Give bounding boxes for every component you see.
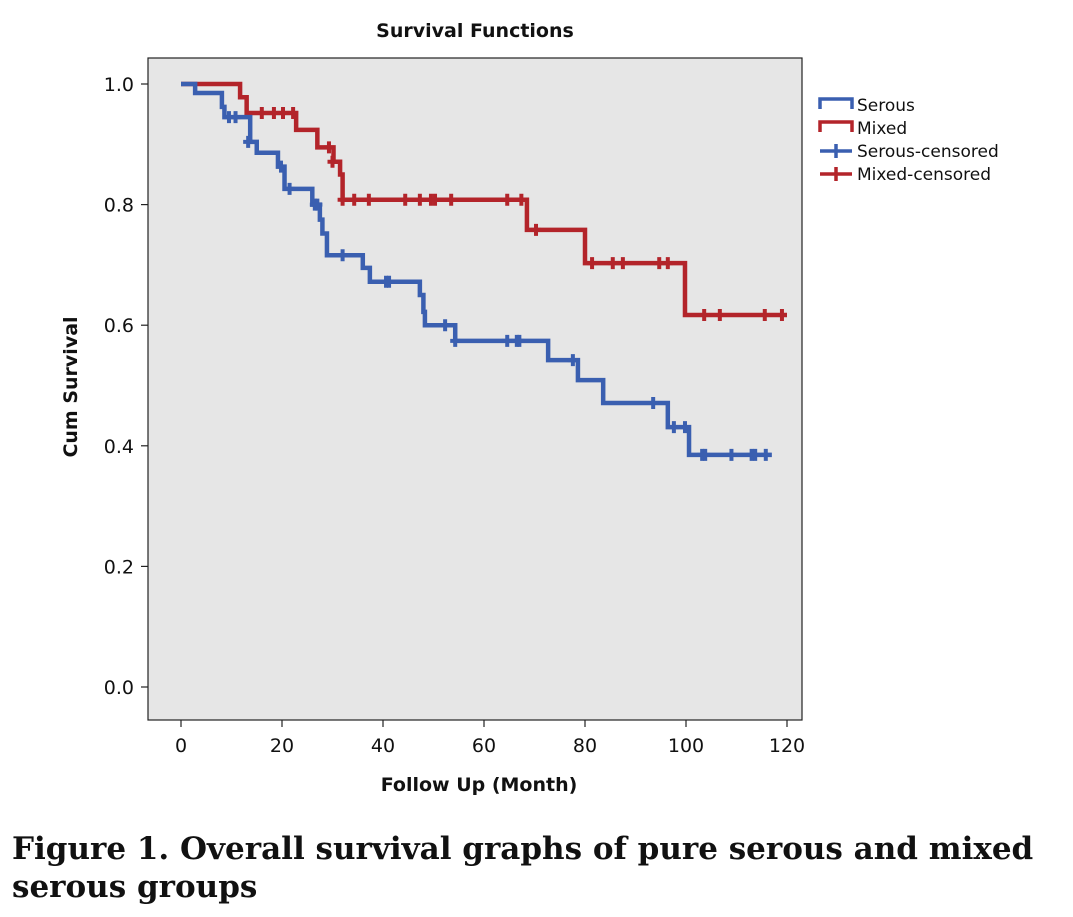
legend-label: Serous — [857, 96, 915, 116]
serous-censor-mark — [648, 396, 659, 409]
mixed-censor-mark — [662, 257, 673, 270]
mixed-censor-mark — [617, 257, 628, 270]
serous-censor-mark — [668, 421, 679, 434]
x-tick-label: 80 — [573, 735, 597, 757]
x-tick-label: 0 — [175, 735, 187, 757]
legend-censor-swatch — [820, 144, 852, 158]
survival-chart: Survival Functions 0 20 40 60 80 100 120 0.0 0.2… — [60, 20, 999, 796]
figure-caption: Figure 1. Overall survival graphs of pur… — [12, 831, 1034, 905]
y-tick-label: 0.4 — [104, 436, 134, 458]
serous-censor-mark — [284, 182, 295, 195]
series-group — [181, 81, 787, 461]
mixed-censor-mark — [288, 106, 299, 119]
serous-censor-mark — [700, 448, 711, 461]
mixed-censor-mark — [414, 193, 425, 206]
x-tick-label: 60 — [472, 735, 496, 757]
legend-label: Mixed-censored — [857, 165, 991, 185]
serous-censor-mark — [312, 198, 323, 211]
y-axis-label: Cum Survival — [60, 316, 82, 457]
serous-censor-mark — [450, 334, 461, 347]
mixed-censor-mark — [268, 106, 279, 119]
mixed-censor-mark — [714, 308, 725, 321]
mixed-censor-mark — [502, 193, 513, 206]
serous-censor-mark — [750, 448, 761, 461]
mixed-censor-mark — [323, 141, 334, 154]
mixed-censor-mark — [699, 308, 710, 321]
legend-label: Serous-censored — [857, 142, 999, 162]
mixed-censor-mark — [516, 193, 527, 206]
mixed-censor-mark — [337, 193, 348, 206]
mixed-censor-mark — [587, 257, 598, 270]
x-tick-label: 120 — [769, 735, 805, 757]
serous-censor-mark — [514, 334, 525, 347]
y-tick-label: 1.0 — [104, 74, 134, 96]
serous-censor-mark — [679, 421, 690, 434]
mixed-censor-mark — [759, 308, 770, 321]
y-tick-label: 0.8 — [104, 195, 134, 217]
x-tick-label: 100 — [668, 735, 704, 757]
y-tick-label: 0.0 — [104, 677, 134, 699]
mixed-censor-mark — [776, 308, 787, 321]
plot-area — [147, 57, 803, 721]
y-tick-label: 0.6 — [104, 315, 134, 337]
y-tick-label: 0.2 — [104, 556, 134, 578]
serous-censor-mark — [230, 111, 241, 124]
legend-censor-swatch — [820, 167, 852, 181]
serous-censor-mark — [275, 160, 286, 173]
mixed-censor-mark — [327, 155, 338, 168]
mixed-censor-mark — [430, 193, 441, 206]
mixed-censor-mark — [531, 223, 542, 236]
mixed-censor-mark — [607, 257, 618, 270]
serous-censor-mark — [440, 319, 451, 332]
serous-censor-mark — [760, 448, 771, 461]
mixed-censor-mark — [256, 106, 267, 119]
mixed-censor-mark — [654, 257, 665, 270]
mixed-censor-mark — [363, 193, 374, 206]
mixed-censor-mark — [400, 193, 411, 206]
x-tick-label: 20 — [270, 735, 294, 757]
mixed-censor-mark — [446, 193, 457, 206]
legend: Serous Mixed Serous-censored Mixed-censored — [818, 96, 999, 185]
chart-title: Survival Functions — [376, 20, 574, 42]
serous-censor-mark — [337, 249, 348, 262]
serous-censor-mark — [726, 448, 737, 461]
legend-label: Mixed — [857, 119, 907, 139]
serous-censor-mark — [243, 135, 254, 148]
serous-censor-mark — [567, 354, 578, 367]
mixed-censor-mark — [349, 193, 360, 206]
x-axis-label: Follow Up (Month) — [381, 774, 578, 796]
axis-ticks: 0 20 40 60 80 100 120 0.0 0.2 0.4 0.6 0.8 1.0 — [104, 74, 805, 757]
x-tick-label: 40 — [371, 735, 395, 757]
serous-censor-mark — [502, 334, 513, 347]
mixed-censor-mark — [278, 106, 289, 119]
legend-line-swatch — [818, 97, 854, 109]
serous-censor-mark — [384, 275, 395, 288]
legend-line-swatch — [818, 120, 854, 132]
